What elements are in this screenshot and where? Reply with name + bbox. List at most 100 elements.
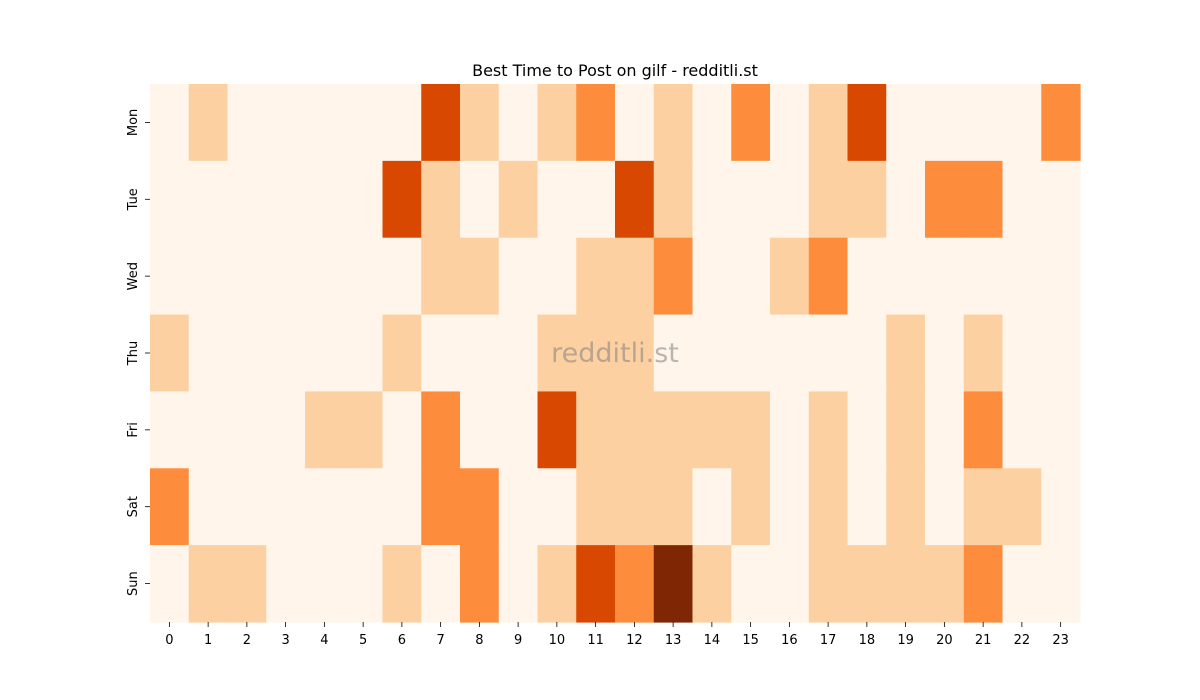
heatmap-cell-fri-0	[150, 391, 190, 469]
x-axis: 0 1 2 3 4 5 6 7 8 9 10 11 12 13 14 15 16 17 18 19 20 21 22 23	[165, 622, 1069, 648]
heatmap-cell-tue-8	[460, 160, 500, 239]
heatmap-cell-wed-9	[498, 237, 539, 316]
heatmap-cell-thu-8	[460, 314, 500, 393]
heatmap-cell-wed-14	[692, 237, 732, 316]
heatmap-cell-mon-3	[266, 84, 306, 162]
heatmap-cell-mon-22	[1002, 84, 1042, 162]
heatmap-cell-sat-10	[537, 468, 577, 546]
heatmap-cell-fri-16	[770, 391, 810, 469]
x-tick-label: 11	[587, 633, 604, 648]
heatmap-cell-fri-12	[615, 391, 655, 469]
heatmap-cell-sat-5	[343, 468, 384, 546]
heatmap-cell-mon-23	[1041, 84, 1081, 162]
heatmap-cell-mon-0	[150, 84, 190, 162]
heatmap-cell-mon-14	[692, 84, 732, 162]
heatmap-cell-thu-5	[343, 314, 384, 393]
heatmap-cell-tue-19	[886, 160, 926, 239]
heatmap-cell-mon-2	[227, 84, 267, 162]
heatmap-cell-tue-17	[808, 160, 849, 239]
heatmap-cell-wed-11	[576, 237, 616, 316]
heatmap-cell-wed-7	[421, 237, 461, 316]
heatmap-cell-wed-12	[615, 237, 655, 316]
heatmap-cell-thu-22	[1002, 314, 1042, 393]
heatmap-cell-thu-14	[692, 314, 732, 393]
heatmap-cell-thu-23	[1041, 314, 1081, 393]
heatmap-cell-fri-17	[808, 391, 849, 469]
x-tick-label: 20	[936, 633, 953, 648]
heatmap-cell-mon-8	[460, 84, 500, 162]
x-tick-label: 15	[742, 633, 759, 648]
heatmap-cell-fri-9	[498, 391, 539, 469]
heatmap-cell-sun-7	[421, 545, 461, 623]
y-tick-label: Sat	[126, 496, 141, 517]
x-tick-label: 16	[781, 633, 798, 648]
heatmap-cell-sat-14	[692, 468, 732, 546]
heatmap-cell-tue-7	[421, 160, 461, 239]
heatmap-cell-wed-13	[653, 237, 694, 316]
x-tick-label: 2	[243, 633, 251, 648]
heatmap-cell-sun-15	[731, 545, 771, 623]
y-tick-label: Sun	[126, 571, 141, 596]
heatmap-cell-sat-18	[847, 468, 887, 546]
heatmap-cell-thu-10	[537, 314, 577, 393]
heatmap-cell-tue-10	[537, 160, 577, 239]
heatmap-cell-sat-20	[925, 468, 965, 546]
heatmap-cell-thu-9	[498, 314, 539, 393]
heatmap-cell-tue-0	[150, 160, 190, 239]
heatmap-cell-fri-4	[305, 391, 345, 469]
heatmap-cell-mon-9	[498, 84, 539, 162]
heatmap-cell-sat-15	[731, 468, 771, 546]
heatmap-cell-fri-8	[460, 391, 500, 469]
y-tick-label: Thu	[126, 341, 141, 366]
heatmap-cell-sat-9	[498, 468, 539, 546]
heatmap-cell-sat-21	[963, 468, 1004, 546]
x-tick-label: 12	[626, 633, 643, 648]
heatmap-cell-sun-11	[576, 545, 616, 623]
x-tick-label: 0	[165, 633, 173, 648]
heatmap-cell-tue-5	[343, 160, 384, 239]
heatmap-cell-thu-17	[808, 314, 849, 393]
heatmap-cell-sun-10	[537, 545, 577, 623]
heatmap-cell-mon-18	[847, 84, 887, 162]
heatmap-cell-sun-14	[692, 545, 732, 623]
heatmap-cell-thu-16	[770, 314, 810, 393]
heatmap-cell-mon-20	[925, 84, 965, 162]
heatmap-cell-tue-18	[847, 160, 887, 239]
heatmap-cell-fri-22	[1002, 391, 1042, 469]
heatmap-cell-tue-14	[692, 160, 732, 239]
heatmap-cell-mon-17	[808, 84, 849, 162]
heatmap-cell-sat-17	[808, 468, 849, 546]
heatmap-cell-fri-2	[227, 391, 267, 469]
heatmap-cell-sat-19	[886, 468, 926, 546]
heatmap-cell-fri-14	[692, 391, 732, 469]
heatmap-cell-sun-2	[227, 545, 267, 623]
heatmap-cell-wed-6	[382, 237, 422, 316]
heatmap-cell-sun-12	[615, 545, 655, 623]
heatmap-cell-wed-22	[1002, 237, 1042, 316]
heatmap-cell-sat-13	[653, 468, 694, 546]
heatmap-cell-tue-11	[576, 160, 616, 239]
heatmap-cell-wed-19	[886, 237, 926, 316]
heatmap-cell-mon-6	[382, 84, 422, 162]
heatmap-cell-sat-22	[1002, 468, 1042, 546]
heatmap-cell-wed-18	[847, 237, 887, 316]
heatmap-cell-sat-7	[421, 468, 461, 546]
x-tick-label: 5	[359, 633, 367, 648]
heatmap-cell-tue-6	[382, 160, 422, 239]
x-tick-label: 3	[281, 633, 289, 648]
heatmap-cell-tue-21	[963, 160, 1004, 239]
heatmap-cell-sat-12	[615, 468, 655, 546]
y-tick-label: Fri	[126, 422, 141, 438]
x-tick-label: 13	[665, 633, 682, 648]
x-tick-label: 1	[204, 633, 212, 648]
heatmap-cell-sat-0	[150, 468, 190, 546]
y-tick-label: Tue	[126, 188, 141, 211]
heatmap-cell-sun-23	[1041, 545, 1081, 623]
y-tick-label: Wed	[126, 262, 141, 290]
heatmap-cell-fri-1	[188, 391, 229, 469]
heatmap-cell-thu-20	[925, 314, 965, 393]
x-tick-label: 9	[514, 633, 522, 648]
heatmap-cell-tue-20	[925, 160, 965, 239]
heatmap-cell-fri-7	[421, 391, 461, 469]
